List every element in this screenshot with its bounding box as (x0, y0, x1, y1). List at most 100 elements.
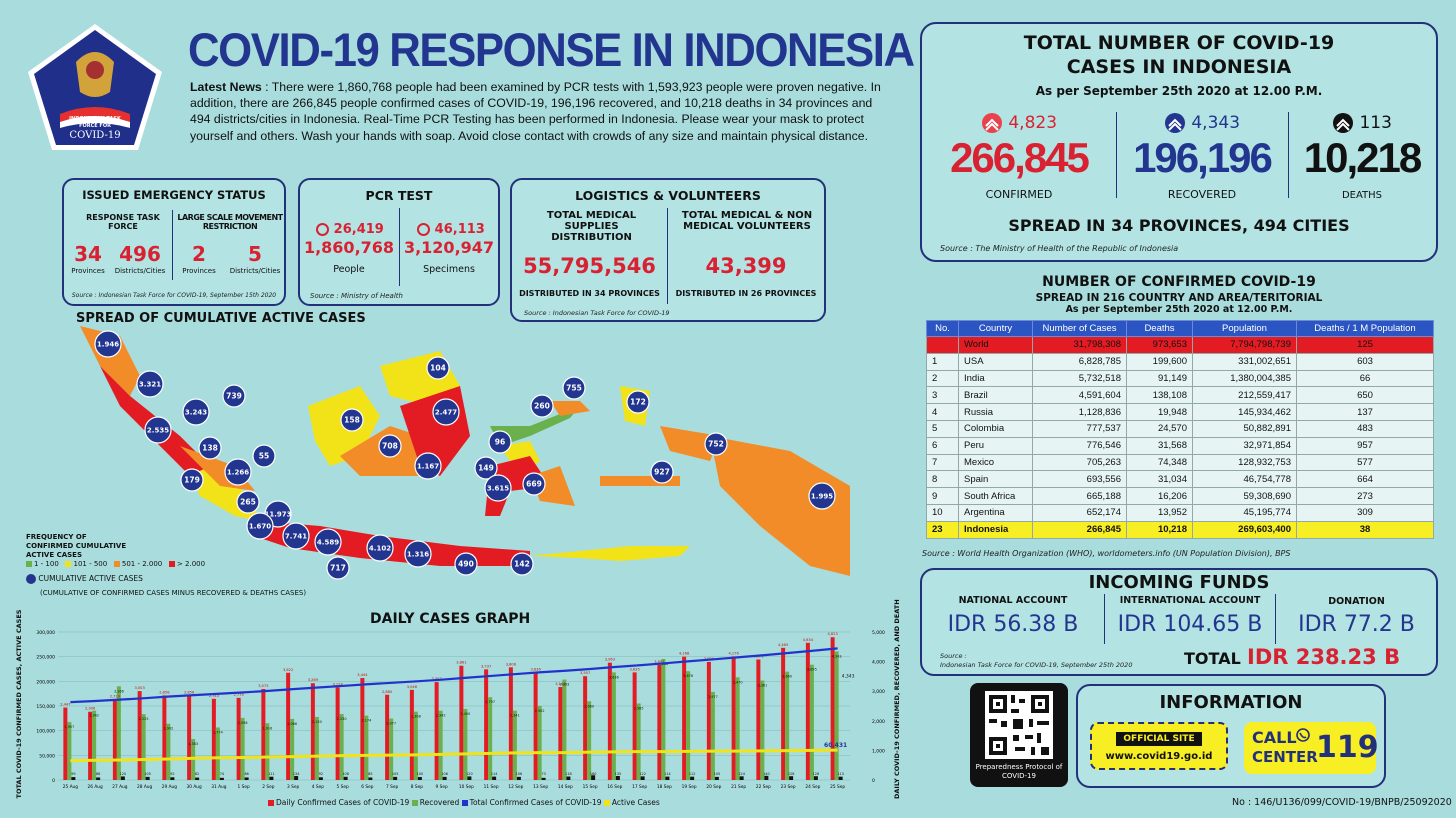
bar-daily-confirmed (558, 687, 563, 780)
bar-deaths (442, 776, 447, 780)
data-label-daily: 3,046 (407, 685, 418, 689)
map-marker-label: 260 (534, 402, 550, 411)
x-tick-label: 3 Sep (287, 784, 299, 790)
official-site-link[interactable]: OFFICIAL SITE www.covid19.go.id (1090, 722, 1228, 770)
emergency-col2-head: LARGE SCALE MOVEMENT RESTRICTION (177, 213, 283, 231)
y-right-tick-label: 2,000 (872, 719, 885, 725)
table-cell: 665,188 (1032, 487, 1127, 505)
totals-asof: As per September 25th 2020 at 12.00 P.M. (1035, 84, 1323, 98)
table-cell: 3 (926, 386, 959, 405)
bar-deaths (145, 776, 150, 780)
totals-title-1: TOTAL NUMBER OF COVID-19 (1023, 32, 1335, 54)
x-tick-label: 25 Sep (830, 784, 845, 790)
y-left-tick-label: 0 (52, 778, 55, 784)
bar-recovered (587, 701, 592, 780)
x-tick-label: 6 Sep (361, 784, 373, 790)
map-marker (252, 444, 276, 468)
data-label-deaths: 85 (368, 772, 372, 776)
table-cell: 273 (1296, 487, 1434, 505)
emergency-title: ISSUED EMERGENCY STATUS (82, 188, 266, 202)
x-tick-label: 9 Sep (436, 784, 448, 790)
map-region-papua (710, 436, 850, 576)
table-cell: 6,828,785 (1032, 352, 1127, 371)
data-label-recovered: 2,400 (461, 712, 471, 716)
data-label-recovered: 2,341 (510, 714, 520, 718)
funds-divider-1 (1104, 594, 1105, 644)
funds-v3: IDR 77.2 B (1298, 612, 1415, 637)
x-tick-label: 2 Sep (262, 784, 274, 790)
pcr-lbl1: People (333, 264, 365, 275)
table-cell: 91,149 (1126, 369, 1193, 388)
data-label-deaths: 114 (491, 772, 497, 776)
bar-deaths (120, 776, 125, 780)
pcr-inc2-value: 46,113 (434, 222, 485, 237)
x-tick-label: 30 Aug (187, 784, 202, 790)
bar-recovered (611, 672, 616, 780)
data-label-daily: 2,306 (85, 707, 96, 711)
bar-recovered (661, 658, 666, 780)
bar-recovered (735, 677, 740, 780)
totals-source: Source : The Ministry of Health of the R… (940, 244, 1179, 253)
table-cell: 19,948 (1126, 403, 1193, 421)
map-marker-label: 1.670 (249, 523, 271, 531)
table-cell: 16,206 (1126, 487, 1193, 505)
table-cell: 269,603,400 (1192, 520, 1297, 539)
map-marker (488, 430, 512, 454)
pcr-val2: 3,120,947 (403, 238, 495, 257)
call-center-button[interactable]: CALL CENTER 119 (1244, 722, 1379, 774)
data-label-recovered: 2,077 (386, 722, 396, 726)
data-label-deaths: 100 (417, 772, 423, 776)
bar-deaths (541, 777, 546, 780)
legend-swatch-green (26, 561, 32, 567)
funds-source-1: Source : (940, 652, 967, 660)
circle-legend-icon (26, 574, 36, 584)
data-label-recovered: 1,902 (164, 727, 174, 731)
bar-daily-confirmed (756, 659, 761, 780)
graph-legend: Daily Confirmed Cases of COVID-19 Recove… (268, 798, 660, 807)
table-cell: USA (958, 352, 1033, 371)
bar-daily-confirmed (781, 647, 786, 780)
emergency-divider (172, 210, 173, 280)
bar-recovered (389, 718, 394, 780)
data-label-daily: 2,743 (209, 694, 219, 698)
map-marker-label: 104 (430, 364, 446, 373)
map-marker-label: 739 (226, 392, 242, 401)
col-header-deaths-per-m: Deaths / 1 M Population (1296, 320, 1434, 337)
data-label-daily: 3,891 (654, 660, 664, 664)
emergency-v4: 5 (248, 242, 262, 266)
logo-text-1: INDONESIAN TASK (69, 116, 121, 122)
table-cell: 7,794,798,739 (1192, 336, 1297, 354)
map-legend: 1 - 100 101 - 500 501 - 2.000 > 2.000 (26, 560, 205, 568)
data-label-daily: 4,634 (803, 638, 814, 642)
map-marker (808, 482, 836, 510)
bar-daily-confirmed (805, 642, 810, 780)
table-cell: 138,108 (1126, 386, 1193, 405)
qr-card[interactable]: Preparedness Protocol of COVID-19 (970, 683, 1068, 787)
info-title: INFORMATION (1159, 692, 1303, 713)
table-cell: 50,882,891 (1192, 419, 1297, 438)
bar-recovered (488, 697, 493, 780)
data-label-deaths: 111 (268, 772, 274, 776)
table-cell (926, 336, 959, 354)
map-marker (530, 394, 554, 418)
bar-deaths (615, 776, 620, 780)
table-cell: 31,798,308 (1032, 336, 1127, 354)
x-tick-label: 19 Sep (682, 784, 697, 790)
bar-recovered (686, 671, 691, 780)
logistics-title: LOGISTICS & VOLUNTEERS (575, 188, 761, 203)
funds-h3: DONATION (1328, 596, 1385, 607)
call-label-1: CALL (1252, 728, 1297, 747)
bar-recovered (512, 710, 517, 780)
table-cell: 603 (1296, 352, 1434, 371)
bar-daily-confirmed (335, 687, 340, 780)
table-cell: 7 (926, 453, 959, 472)
data-label-recovered: 2,342 (436, 714, 446, 718)
confirmed-inc-value: 4,823 (1008, 113, 1058, 133)
graph-legend-recovered: Recovered (411, 798, 459, 807)
map-marker (326, 556, 350, 580)
map-marker (224, 458, 252, 486)
table-cell: 1 (926, 352, 959, 371)
bar-daily-confirmed (434, 682, 439, 780)
table-row: 9 South Africa 665,188 16,206 59,308,690 273 (926, 487, 1434, 505)
data-label-deaths: 86 (96, 772, 100, 776)
